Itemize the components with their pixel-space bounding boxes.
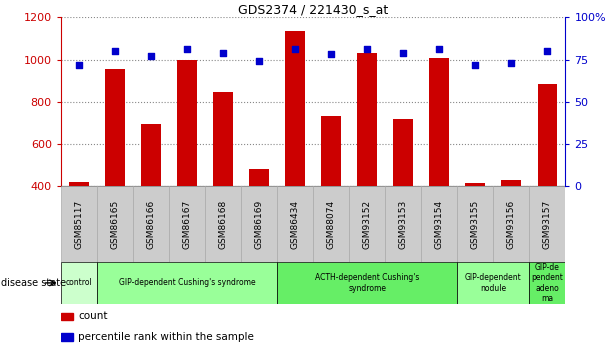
Text: GIP-dependent
nodule: GIP-dependent nodule (465, 273, 522, 293)
Bar (97, 186, 133, 262)
Text: GSM93156: GSM93156 (507, 200, 516, 249)
Bar (141, 124, 161, 186)
Bar (61, 186, 97, 262)
Bar (61, 313, 74, 320)
Bar (205, 186, 241, 262)
Bar (493, 186, 530, 262)
Text: GSM86169: GSM86169 (255, 200, 263, 249)
Bar (249, 169, 269, 186)
Bar (61, 333, 74, 341)
Point (471, 62, 480, 67)
Bar (133, 186, 169, 262)
Bar (69, 182, 89, 186)
Text: GSM93154: GSM93154 (435, 200, 444, 249)
Text: GSM86434: GSM86434 (291, 200, 300, 249)
Text: GSM86165: GSM86165 (111, 200, 119, 249)
Bar (429, 58, 449, 186)
Bar (285, 31, 305, 186)
Bar (169, 186, 205, 262)
Text: GSM88074: GSM88074 (326, 200, 336, 249)
Text: disease state: disease state (1, 278, 66, 288)
Text: GIP-dependent Cushing's syndrome: GIP-dependent Cushing's syndrome (119, 278, 255, 287)
Bar (97, 262, 277, 304)
Text: GIP-de
pendent
adeno
ma: GIP-de pendent adeno ma (531, 263, 564, 303)
Bar (457, 262, 530, 304)
Bar (358, 53, 377, 186)
Bar (277, 262, 457, 304)
Point (290, 47, 300, 52)
Text: ACTH-dependent Cushing's
syndrome: ACTH-dependent Cushing's syndrome (315, 273, 420, 293)
Bar (465, 183, 485, 186)
Text: control: control (66, 278, 92, 287)
Bar (61, 262, 97, 304)
Text: percentile rank within the sample: percentile rank within the sample (78, 332, 254, 342)
Bar (421, 186, 457, 262)
Bar (277, 186, 313, 262)
Bar (349, 186, 385, 262)
Bar (105, 69, 125, 186)
Point (326, 52, 336, 57)
Bar (530, 262, 565, 304)
Title: GDS2374 / 221430_s_at: GDS2374 / 221430_s_at (238, 3, 389, 16)
Text: GSM93153: GSM93153 (399, 200, 408, 249)
Bar (530, 186, 565, 262)
Point (182, 47, 192, 52)
Bar (502, 180, 521, 186)
Point (506, 60, 516, 66)
Bar (177, 59, 197, 186)
Bar (213, 92, 233, 186)
Text: GSM85117: GSM85117 (74, 200, 83, 249)
Point (110, 48, 120, 54)
Point (218, 50, 228, 56)
Bar (313, 186, 349, 262)
Text: count: count (78, 312, 108, 322)
Point (362, 47, 372, 52)
Point (74, 62, 84, 67)
Text: GSM86167: GSM86167 (182, 200, 192, 249)
Bar (393, 119, 413, 186)
Bar (457, 186, 493, 262)
Text: GSM86166: GSM86166 (147, 200, 156, 249)
Point (435, 47, 444, 52)
Bar (385, 186, 421, 262)
Point (542, 48, 552, 54)
Bar (241, 186, 277, 262)
Point (254, 58, 264, 64)
Text: GSM93152: GSM93152 (363, 200, 371, 249)
Text: GSM86168: GSM86168 (218, 200, 227, 249)
Point (398, 50, 408, 56)
Bar (537, 84, 558, 186)
Text: GSM93157: GSM93157 (543, 200, 552, 249)
Text: GSM93155: GSM93155 (471, 200, 480, 249)
Point (146, 53, 156, 59)
Bar (321, 116, 341, 186)
